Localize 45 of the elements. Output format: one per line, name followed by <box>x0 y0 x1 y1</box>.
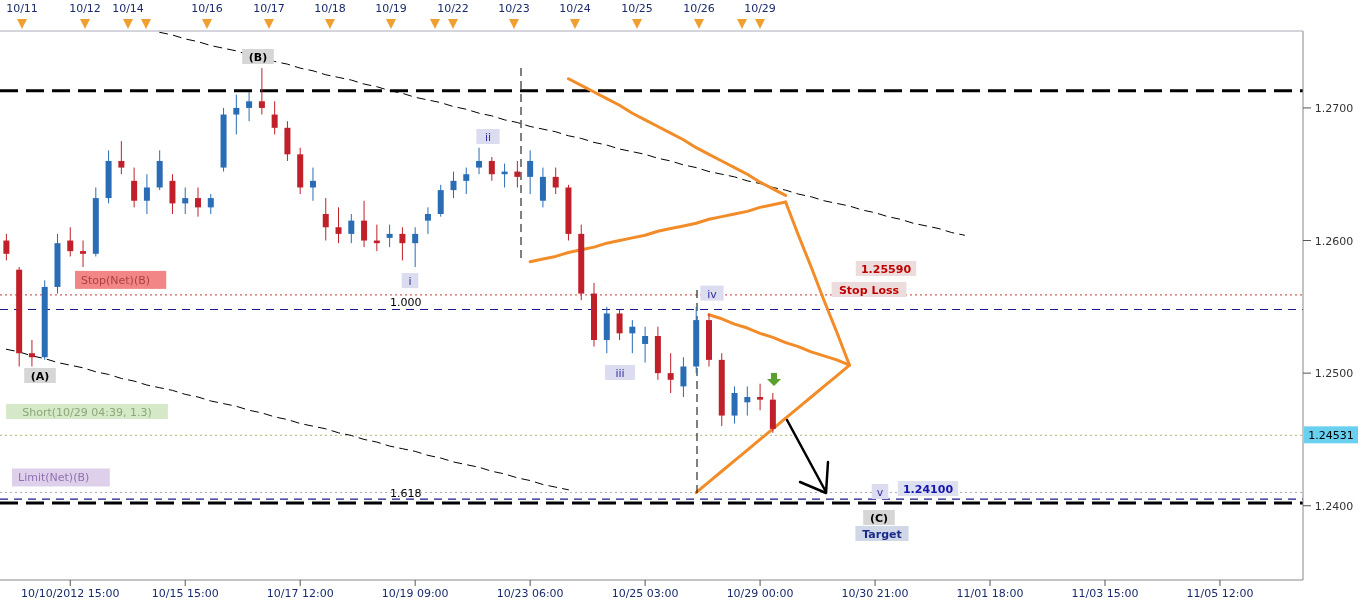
text: 10/23 <box>498 2 530 15</box>
annotation: (A) <box>30 370 50 383</box>
y-tick-label: 1.2600 <box>1314 234 1354 248</box>
text: 10/24 <box>559 2 591 15</box>
x-tick-label: 10/23 06:00 <box>496 587 564 600</box>
ref-line-label: 1.24531 <box>1308 429 1354 443</box>
y-tick-label: 1.2500 <box>1314 367 1354 381</box>
annotation: Stop Loss <box>838 284 900 297</box>
y-tick-label: 1.2400 <box>1314 499 1354 513</box>
text: 10/16 <box>191 2 223 15</box>
ref-line-label: Limit(Net)(B) <box>18 471 90 485</box>
x-tick-label: 10/29 00:00 <box>726 587 794 600</box>
annotation: Target <box>862 528 902 541</box>
x-tick-label: 10/17 12:00 <box>266 587 334 600</box>
annotation: ii <box>484 131 492 144</box>
x-tick-label: 10/10/2012 15:00 <box>20 587 120 600</box>
x-tick-label: 11/03 15:00 <box>1071 587 1139 600</box>
y-tick-label: 1.2700 <box>1314 101 1354 115</box>
annotation: i <box>408 275 412 288</box>
annotation: iii <box>615 367 625 380</box>
text: 10/26 <box>683 2 715 15</box>
text: 10/17 <box>253 2 285 15</box>
text: 10/14 <box>112 2 144 15</box>
annotation: v <box>876 486 884 499</box>
text: 10/25 <box>621 2 653 15</box>
text: 10/18 <box>314 2 346 15</box>
annotation: 1.000 <box>390 296 422 309</box>
text: 10/22 <box>437 2 469 15</box>
x-tick-label: 11/01 18:00 <box>956 587 1024 600</box>
annotation: 1.618 <box>390 487 422 500</box>
text: 10/12 <box>69 2 101 15</box>
x-tick-label: 11/05 12:00 <box>1186 587 1254 600</box>
x-tick-label: 10/15 15:00 <box>151 587 219 600</box>
x-tick-label: 10/19 09:00 <box>381 587 449 600</box>
text: 10/19 <box>375 2 407 15</box>
ref-line-label: Stop(Net)(B) <box>81 273 151 287</box>
text: 10/11 <box>6 2 38 15</box>
annotation: (C) <box>869 512 889 525</box>
x-tick-label: 10/25 03:00 <box>611 587 679 600</box>
annotation: 1.24100 <box>902 483 954 496</box>
x-tick-label: 10/30 21:00 <box>841 587 909 600</box>
annotation: Short(10/29 04:39, 1.3) <box>22 406 152 419</box>
annotation: 1.25590 <box>860 263 912 276</box>
annotation: iv <box>707 287 718 301</box>
text: 10/29 <box>744 2 776 15</box>
